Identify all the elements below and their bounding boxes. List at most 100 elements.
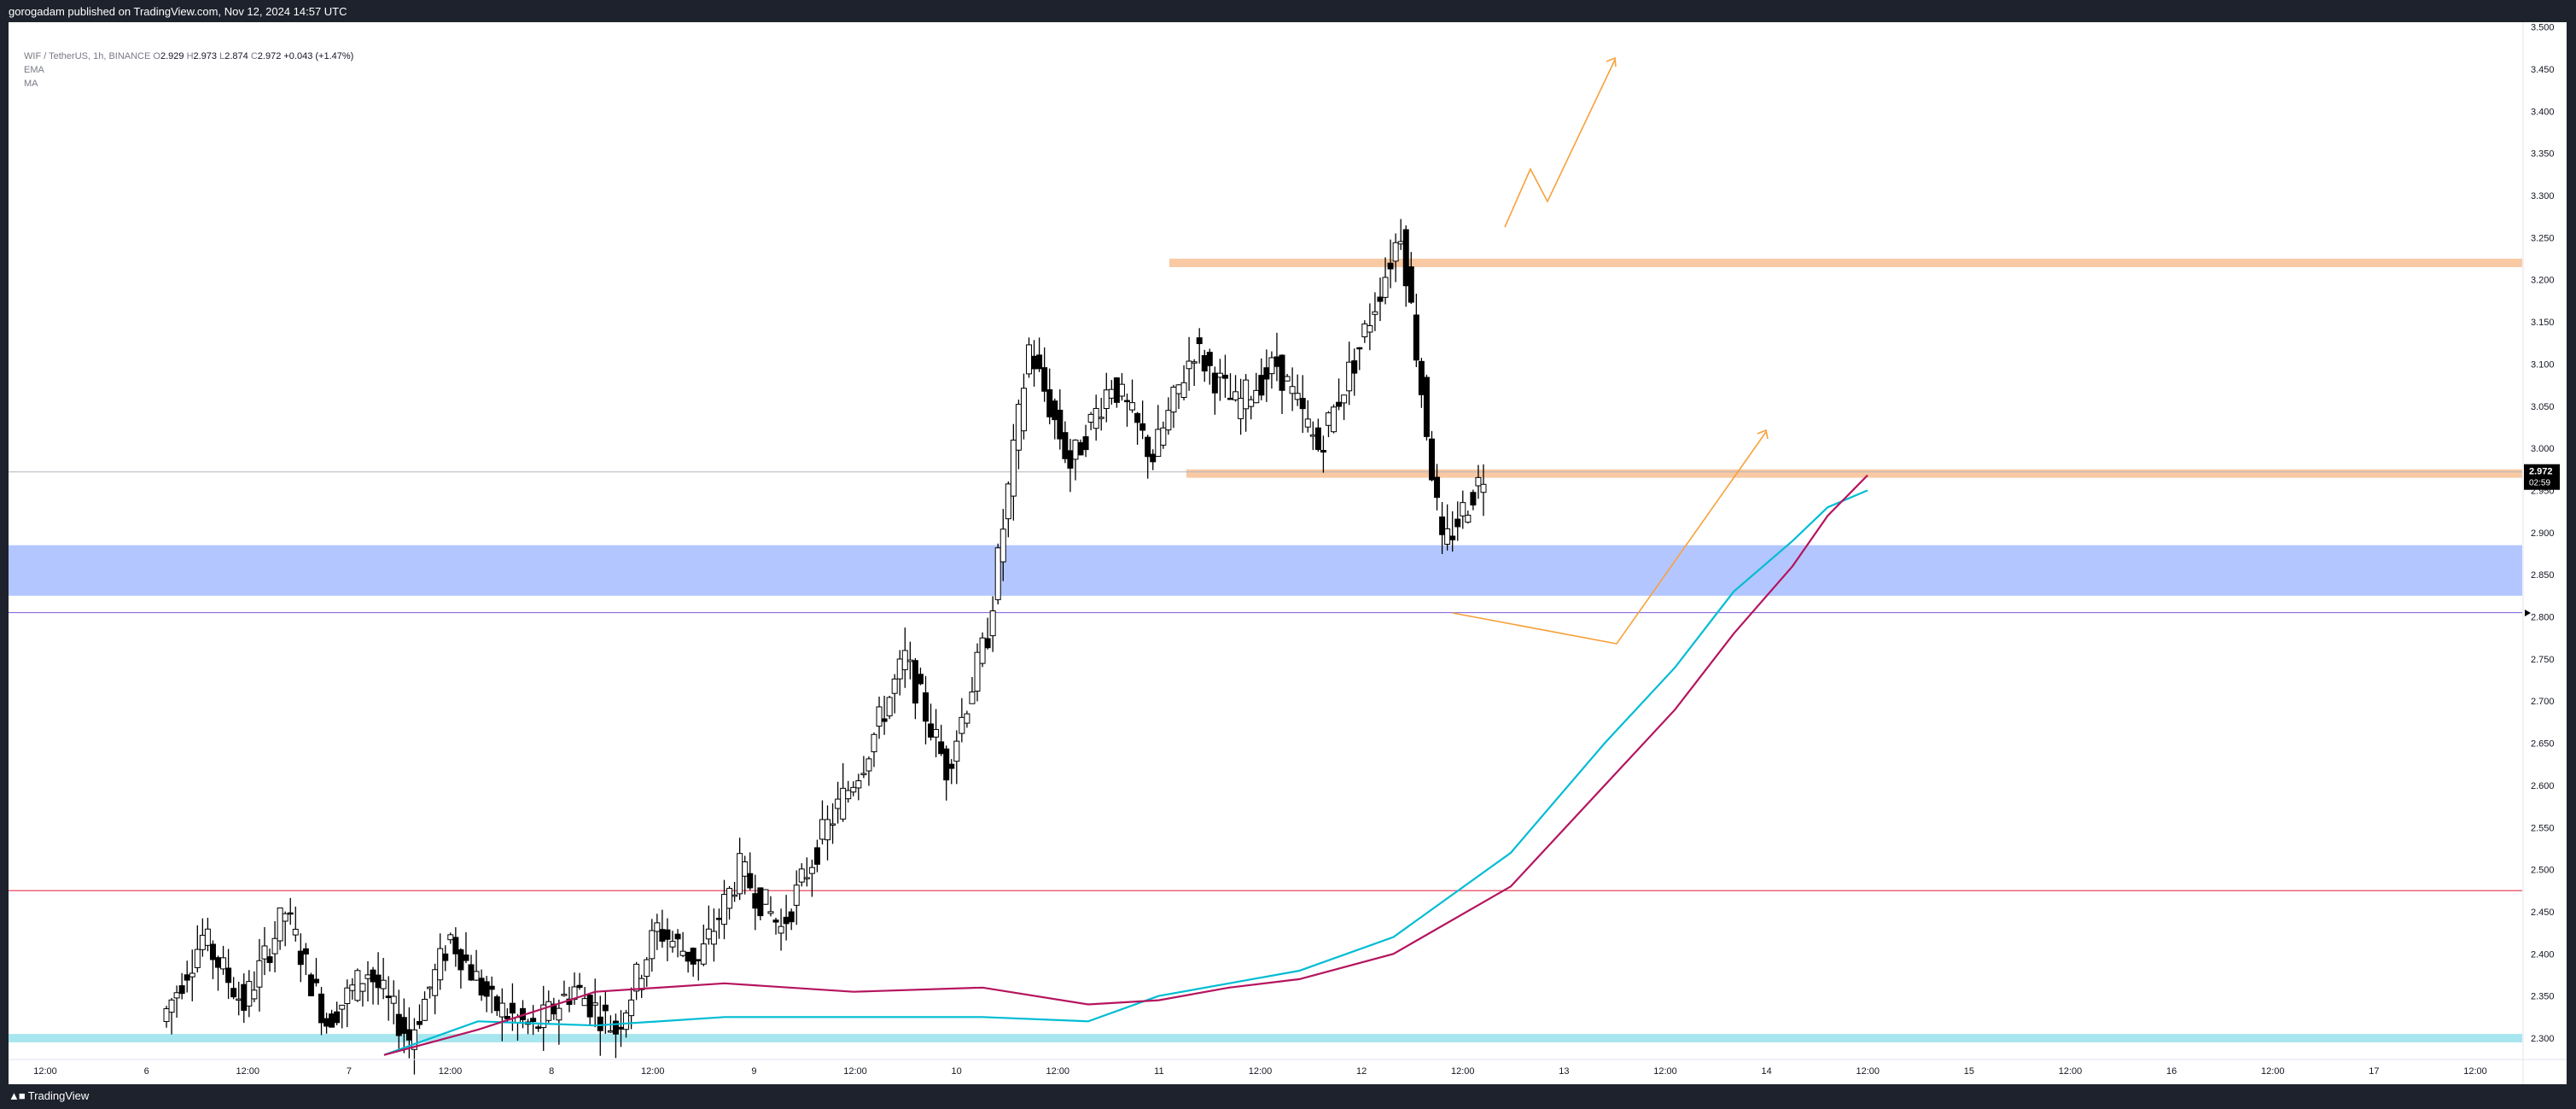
x-tick-label: 17 [2369, 1066, 2379, 1077]
candle-body [292, 928, 299, 936]
candle-body [1423, 376, 1430, 437]
candle-body [375, 974, 382, 989]
alert-marker-icon[interactable] [2525, 610, 2531, 616]
candle-body [359, 983, 366, 992]
x-tick-label: 12:00 [2463, 1066, 2487, 1077]
candle-body [463, 954, 469, 961]
y-tick-label: 2.800 [2531, 613, 2555, 623]
candle-body [1036, 354, 1043, 370]
candle-body [1341, 394, 1348, 404]
y-tick-label: 2.900 [2531, 528, 2555, 539]
price-chart[interactable]: 3.500 3.450 3.400 3.350 3.300 3.250 3.200 3.150… [9, 22, 2567, 1084]
candle-body [452, 937, 459, 954]
candle-body [1196, 337, 1203, 345]
candle-body [1052, 400, 1058, 421]
zone-resistance[interactable] [1169, 259, 2522, 267]
candle-body [1434, 476, 1441, 499]
candle-body [1284, 376, 1291, 382]
candle-body [644, 959, 650, 978]
candle-body [437, 948, 444, 981]
candle-body [917, 674, 924, 685]
candle-body [241, 984, 248, 1011]
candle-body [422, 998, 428, 1021]
candle-body [989, 610, 996, 637]
candle-body [509, 1002, 516, 1014]
candle-body [592, 1002, 598, 1006]
candle-body [1227, 397, 1234, 400]
candle-body [808, 867, 815, 874]
candle-body [669, 941, 676, 948]
zones-layer [9, 259, 2522, 1042]
indicator-ema-label[interactable]: EMA [24, 65, 44, 75]
candle-body [1248, 399, 1255, 407]
candle-body [1382, 277, 1389, 298]
candle-body [416, 1020, 423, 1025]
candle-body [1336, 401, 1343, 407]
x-tick-label: 8 [549, 1066, 554, 1077]
candle-body [1072, 439, 1079, 460]
indicator-ma-label[interactable]: MA [24, 79, 38, 89]
candle-body [1093, 407, 1099, 429]
candle-body [287, 912, 294, 915]
candle-body [318, 993, 325, 1024]
candle-body [561, 994, 568, 996]
candle-body [695, 959, 702, 961]
tradingview-brand[interactable]: ▲■ TradingView [9, 1089, 89, 1102]
candle-body [184, 974, 190, 981]
candle-body [1309, 435, 1316, 437]
candle-body [1258, 375, 1265, 396]
y-tick-label: 2.850 [2531, 570, 2555, 581]
candle-body [271, 937, 278, 954]
ohlc-low-label: L [219, 51, 225, 61]
candle-body [659, 929, 666, 942]
candle-body [896, 658, 903, 680]
ma-line[interactable] [383, 474, 1868, 1056]
candle-body [236, 998, 242, 1001]
x-tick-label: 12:00 [33, 1066, 57, 1077]
candle-body [1273, 356, 1280, 367]
candle-body [762, 889, 769, 905]
candle-body [1221, 374, 1228, 379]
candle-body [638, 978, 645, 990]
candle-body [850, 786, 857, 793]
candle-body [1299, 398, 1306, 410]
y-tick-label: 3.150 [2531, 318, 2555, 328]
candle-body [1253, 389, 1260, 404]
candle-body [737, 853, 743, 895]
y-tick-label: 3.450 [2531, 65, 2555, 75]
y-tick-label: 3.350 [2531, 149, 2555, 160]
candle-body [767, 911, 774, 914]
zone-demand[interactable] [9, 545, 2522, 596]
ema-line[interactable] [383, 489, 1868, 1056]
x-tick-label: 12:00 [1653, 1066, 1677, 1077]
candle-body [277, 908, 283, 942]
symbol-label[interactable]: WIF / TetherUS, 1h, BINANCE [24, 51, 151, 61]
candle-body [447, 934, 454, 941]
candle-body [633, 963, 640, 992]
y-tick-label: 3.400 [2531, 107, 2555, 117]
candle-body [757, 887, 764, 917]
zone-support[interactable] [9, 1034, 2522, 1042]
candle-body [772, 919, 779, 923]
candle-body [545, 1001, 552, 1021]
candle-body [1397, 241, 1404, 245]
candle-body [979, 637, 986, 664]
candle-body [1026, 344, 1033, 375]
candle-body [819, 819, 825, 840]
x-tick-label: 12:00 [843, 1066, 867, 1077]
candle-body [400, 1017, 407, 1034]
candle-body [556, 1007, 562, 1021]
candle-body [1413, 314, 1419, 361]
candle-body [581, 998, 588, 1007]
bottom-bar: ▲■ TradingView [0, 1084, 2576, 1109]
y-tick-label: 2.700 [2531, 697, 2555, 707]
candle-body [886, 697, 893, 717]
candle-body [576, 984, 583, 989]
candle-body [178, 985, 185, 995]
zone-current[interactable] [1186, 469, 2522, 478]
candle-body [788, 911, 795, 923]
candle-body [163, 1008, 170, 1023]
candle-body [845, 790, 852, 800]
candle-body [498, 1002, 505, 1018]
candle-body [1087, 413, 1094, 423]
